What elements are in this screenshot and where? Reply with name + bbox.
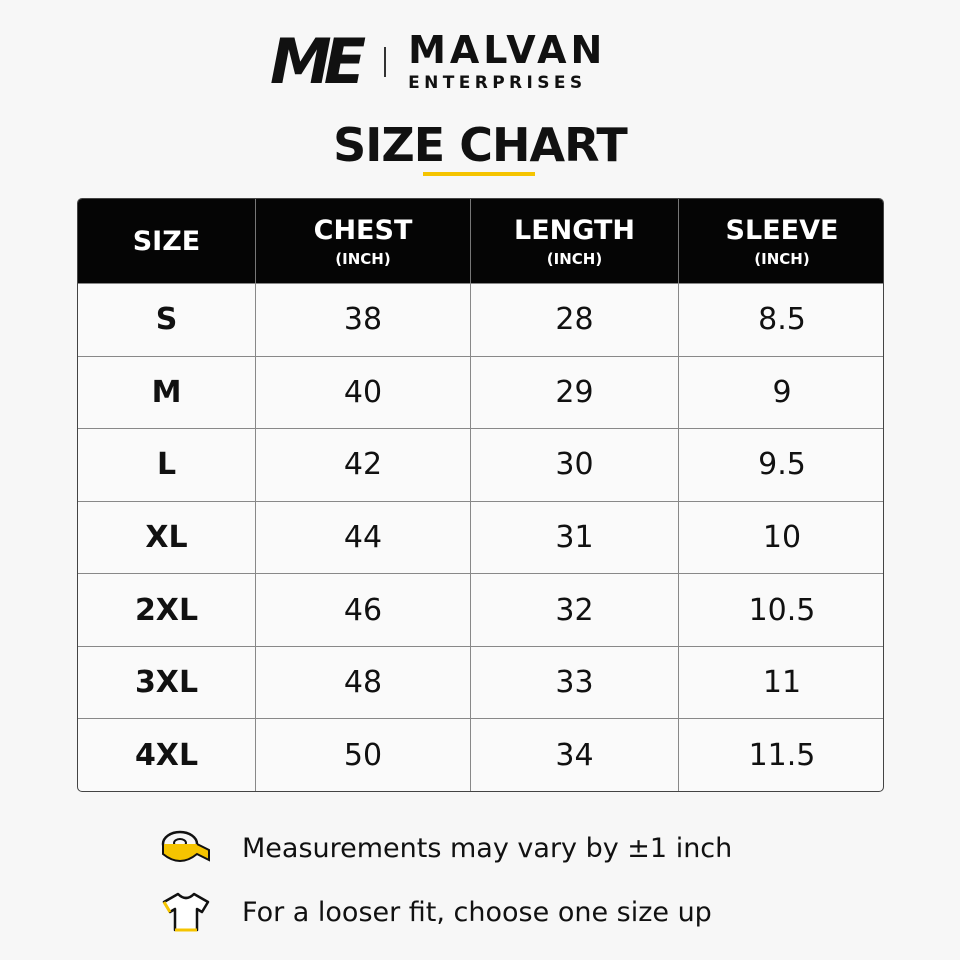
brand: MALVAN ENTERPRISES	[408, 31, 606, 93]
value-cell: 46	[256, 573, 471, 646]
brand-sub: ENTERPRISES	[408, 73, 587, 93]
column-label: CHEST	[313, 214, 413, 246]
column-header: LENGTH (INCH)	[471, 199, 679, 283]
tape-icon	[161, 830, 210, 862]
logo-mark: ME	[270, 25, 366, 98]
size-cell: 2XL	[78, 573, 256, 646]
value-cell: 30	[471, 428, 679, 501]
value-cell: 31	[471, 500, 679, 574]
note-text: Measurements may vary by ±1 inch	[242, 832, 733, 864]
column-header: SIZE	[78, 199, 256, 283]
value-cell: 42	[256, 428, 471, 501]
size-cell: XL	[78, 500, 256, 574]
value-cell: 11	[679, 645, 883, 719]
note-text: For a looser fit, choose one size up	[242, 896, 712, 928]
brand-name: MALVAN	[408, 28, 607, 72]
value-cell: 44	[256, 500, 471, 574]
size-cell: S	[78, 283, 256, 356]
size-cell: L	[78, 428, 256, 501]
title: SIZE CHART	[333, 118, 628, 172]
column-unit: (INCH)	[754, 249, 810, 268]
value-cell: 9	[679, 355, 883, 429]
column-label: SIZE	[132, 225, 201, 257]
value-cell: 28	[471, 283, 679, 356]
value-cell: 38	[256, 283, 471, 356]
column-label: SLEEVE	[725, 214, 839, 246]
size-cell: 3XL	[78, 645, 256, 719]
value-cell: 9.5	[679, 428, 883, 501]
value-cell: 48	[256, 645, 471, 719]
value-cell: 33	[471, 645, 679, 719]
logo-divider	[384, 47, 387, 77]
value-cell: 8.5	[679, 283, 883, 356]
shirt-icon	[162, 892, 210, 932]
column-header: SLEEVE (INCH)	[679, 199, 883, 283]
size-cell: M	[78, 355, 256, 429]
size-cell: 4XL	[78, 718, 256, 791]
note: For a looser fit, choose one size up	[160, 890, 712, 934]
note: Measurements may vary by ±1 inch	[160, 826, 732, 870]
value-cell: 32	[471, 573, 679, 646]
value-cell: 34	[471, 718, 679, 791]
column-label: LENGTH	[514, 214, 635, 246]
size-table: SIZE CHEST (INCH) LENGTH (INCH) SLEEVE (INCH) S…	[77, 198, 884, 792]
column-header: CHEST (INCH)	[256, 199, 471, 283]
value-cell: 10.5	[679, 573, 883, 646]
column-unit: (INCH)	[546, 249, 603, 268]
value-cell: 11.5	[679, 718, 883, 791]
column-unit: (INCH)	[335, 249, 391, 268]
value-cell: 10	[679, 500, 883, 574]
title-underline	[423, 172, 535, 176]
value-cell: 29	[471, 355, 679, 429]
logo: ME MALVAN ENTERPRISES	[270, 26, 606, 98]
value-cell: 40	[256, 355, 471, 429]
value-cell: 50	[256, 718, 471, 791]
